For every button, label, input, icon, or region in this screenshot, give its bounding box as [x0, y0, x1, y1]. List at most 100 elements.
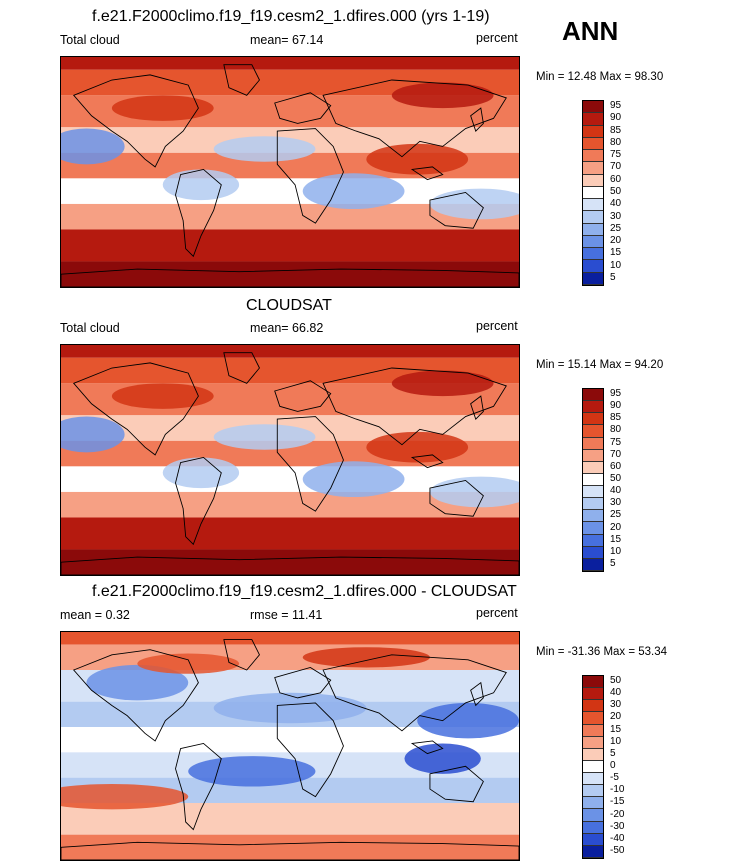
colorbar-tick-label: -10: [610, 784, 625, 796]
colorbar-swatch: [583, 809, 603, 822]
colorbar-tick-label: 75: [610, 436, 622, 448]
colorbar-tick-label: -15: [610, 796, 625, 808]
colorbar-swatch: [583, 437, 603, 450]
colorbar-tick-label: 30: [610, 210, 622, 222]
colorbar-tick-label: 95: [610, 388, 622, 400]
panel-1-left-label: Total cloud: [60, 33, 120, 47]
colorbar-swatch: [583, 833, 603, 846]
colorbar-swatch: [583, 461, 603, 474]
colorbar-tick-label: 60: [610, 460, 622, 472]
colorbar-swatch: [583, 389, 603, 402]
colorbar-swatch: [583, 558, 603, 571]
colorbar-swatch: [583, 401, 603, 414]
panel-3-colorbar: [582, 675, 604, 859]
colorbar-tick-label: 25: [610, 509, 622, 521]
colorbar-tick-label: 85: [610, 124, 622, 136]
colorbar-swatch: [583, 821, 603, 834]
colorbar-swatch: [583, 272, 603, 285]
colorbar-tick-label: -20: [610, 808, 625, 820]
colorbar-tick-label: 40: [610, 198, 622, 210]
colorbar-swatch: [583, 748, 603, 761]
colorbar-swatch: [583, 449, 603, 462]
colorbar-tick-label: 10: [610, 735, 622, 747]
panel-2-mean-label: mean= 66.82: [250, 321, 324, 335]
colorbar-swatch: [583, 413, 603, 426]
colorbar-tick-label: -50: [610, 844, 625, 856]
colorbar-tick-label: 30: [610, 497, 622, 509]
colorbar-tick-label: 25: [610, 222, 622, 234]
colorbar-swatch: [583, 137, 603, 151]
colorbar-tick-label: 75: [610, 149, 622, 161]
colorbar-tick-label: 40: [610, 687, 622, 699]
panel-3-rmse-label: rmse = 11.41: [250, 608, 323, 622]
colorbar-tick-label: 95: [610, 100, 622, 112]
panel-1-mean-label: mean= 67.14: [250, 33, 324, 47]
colorbar-tick-label: 85: [610, 412, 622, 424]
colorbar-tick-label: 40: [610, 485, 622, 497]
colorbar-tick-label: 5: [610, 747, 616, 759]
colorbar-swatch: [583, 688, 603, 701]
panel-3-units-label: percent: [476, 606, 518, 620]
colorbar-tick-label: -40: [610, 832, 625, 844]
colorbar-swatch: [583, 760, 603, 773]
panel-3-minmax: Min = -31.36 Max = 53.34: [536, 646, 668, 658]
colorbar-swatch: [583, 248, 603, 261]
colorbar-tick-label: 15: [610, 533, 622, 545]
colorbar-tick-label: 0: [610, 760, 616, 771]
panel-2-units-label: percent: [476, 319, 518, 333]
colorbar-tick-label: 50: [610, 473, 622, 484]
colorbar-tick-label: 10: [610, 259, 622, 271]
colorbar-swatch: [583, 736, 603, 749]
colorbar-swatch: [583, 150, 603, 163]
panel-3-mean-label: mean = 0.32: [60, 608, 130, 622]
colorbar-swatch: [583, 845, 603, 858]
colorbar-tick-label: 50: [610, 675, 622, 687]
colorbar-tick-label: 5: [610, 557, 616, 569]
colorbar-tick-label: 80: [610, 136, 622, 148]
colorbar-swatch: [583, 125, 603, 138]
colorbar-tick-label: 20: [610, 711, 622, 723]
panel-2-minmax: Min = 15.14 Max = 94.20: [536, 359, 664, 371]
colorbar-swatch: [583, 724, 603, 737]
panel-1-title: f.e21.F2000climo.f19_f19.cesm2_1.dfires.…: [92, 8, 490, 25]
colorbar-tick-label: -5: [610, 772, 619, 784]
colorbar-swatch: [583, 199, 603, 212]
colorbar-swatch: [583, 223, 603, 236]
colorbar-swatch: [583, 174, 603, 187]
colorbar-swatch: [583, 162, 603, 175]
colorbar-swatch: [583, 211, 603, 224]
colorbar-swatch: [583, 473, 603, 486]
colorbar-swatch: [583, 235, 603, 249]
panel-1-colorbar: [582, 100, 604, 286]
colorbar-swatch: [583, 534, 603, 547]
colorbar-tick-label: -30: [610, 820, 625, 832]
colorbar-swatch: [583, 510, 603, 523]
panel-2-left-label: Total cloud: [60, 321, 120, 335]
panel-2-title: CLOUDSAT: [246, 297, 332, 314]
panel-2-colorbar: [582, 388, 604, 572]
colorbar-tick-label: 30: [610, 699, 622, 711]
colorbar-swatch: [583, 700, 603, 713]
panel-3-title: f.e21.F2000climo.f19_f19.cesm2_1.dfires.…: [92, 583, 517, 600]
colorbar-swatch: [583, 186, 603, 200]
colorbar-swatch: [583, 498, 603, 511]
panel-1-map: [60, 56, 520, 288]
colorbar-swatch: [583, 113, 603, 126]
panel-3-map: [60, 631, 520, 861]
panel-1-minmax: Min = 12.48 Max = 98.30: [536, 71, 664, 83]
colorbar-swatch: [583, 486, 603, 499]
colorbar-tick-label: 60: [610, 173, 622, 185]
colorbar-swatch: [583, 522, 603, 535]
colorbar-tick-label: 90: [610, 400, 622, 412]
colorbar-tick-label: 5: [610, 271, 616, 283]
colorbar-tick-label: 50: [610, 186, 622, 197]
colorbar-tick-label: 20: [610, 235, 622, 247]
colorbar-swatch: [583, 260, 603, 273]
colorbar-tick-label: 20: [610, 521, 622, 533]
colorbar-swatch: [583, 546, 603, 559]
panel-2-map: [60, 344, 520, 576]
colorbar-tick-label: 80: [610, 424, 622, 436]
colorbar-swatch: [583, 712, 603, 725]
panel-1-units-label: percent: [476, 31, 518, 45]
colorbar-tick-label: 10: [610, 545, 622, 557]
